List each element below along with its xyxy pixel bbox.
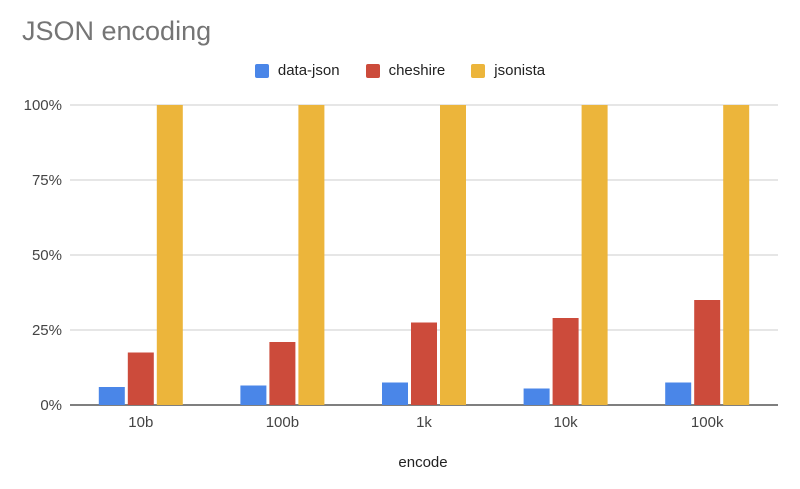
bar-data-json-10k [523, 388, 550, 405]
bar-jsonista-100k [723, 105, 750, 405]
bar-cheshire-10k [552, 318, 579, 405]
y-tick-label: 0% [40, 397, 62, 414]
x-tick-label: 100k [691, 414, 724, 431]
y-tick-label: 50% [32, 247, 62, 264]
legend-item-cheshire: cheshire [365, 62, 446, 79]
legend-swatch-cheshire [365, 63, 380, 78]
bar-jsonista-1k [440, 105, 466, 405]
bar-jsonista-10k [581, 105, 608, 405]
legend-label-cheshire: cheshire [388, 62, 446, 79]
bars [98, 105, 750, 405]
bar-jsonista-100b [298, 105, 325, 405]
bar-data-json-1k [382, 382, 408, 405]
y-tick-label: 75% [32, 172, 62, 189]
legend-swatch-jsonista [471, 63, 486, 78]
chart-title: JSON encoding [22, 16, 212, 46]
x-tick-label: 10k [554, 414, 579, 431]
legend-label-data-json: data-json [277, 62, 340, 79]
y-tick-label: 25% [32, 322, 62, 339]
x-tick-label: 100b [266, 414, 299, 431]
bar-cheshire-1k [411, 322, 437, 405]
y-axis-ticks: 0% 25% 50% 75% 100% [24, 97, 62, 414]
bar-jsonista-10b [156, 105, 183, 405]
legend-item-jsonista: jsonista [471, 62, 545, 79]
legend-label-jsonista: jsonista [494, 62, 546, 79]
bar-cheshire-100b [269, 342, 296, 405]
bar-data-json-100k [665, 382, 692, 405]
x-axis-title: encode [398, 454, 447, 471]
legend-item-data-json: data-json [254, 62, 340, 79]
bar-cheshire-100k [694, 300, 721, 405]
x-axis-ticks: 10b 100b 1k 10k 100k [128, 414, 724, 431]
x-tick-label: 1k [416, 414, 432, 431]
legend: data-json cheshire jsonista [0, 62, 800, 79]
bar-cheshire-10b [127, 352, 154, 405]
legend-swatch-data-json [254, 63, 269, 78]
y-tick-label: 100% [24, 97, 62, 114]
x-tick-label: 10b [128, 414, 153, 431]
bar-data-json-100b [240, 385, 267, 405]
bar-data-json-10b [98, 387, 125, 405]
